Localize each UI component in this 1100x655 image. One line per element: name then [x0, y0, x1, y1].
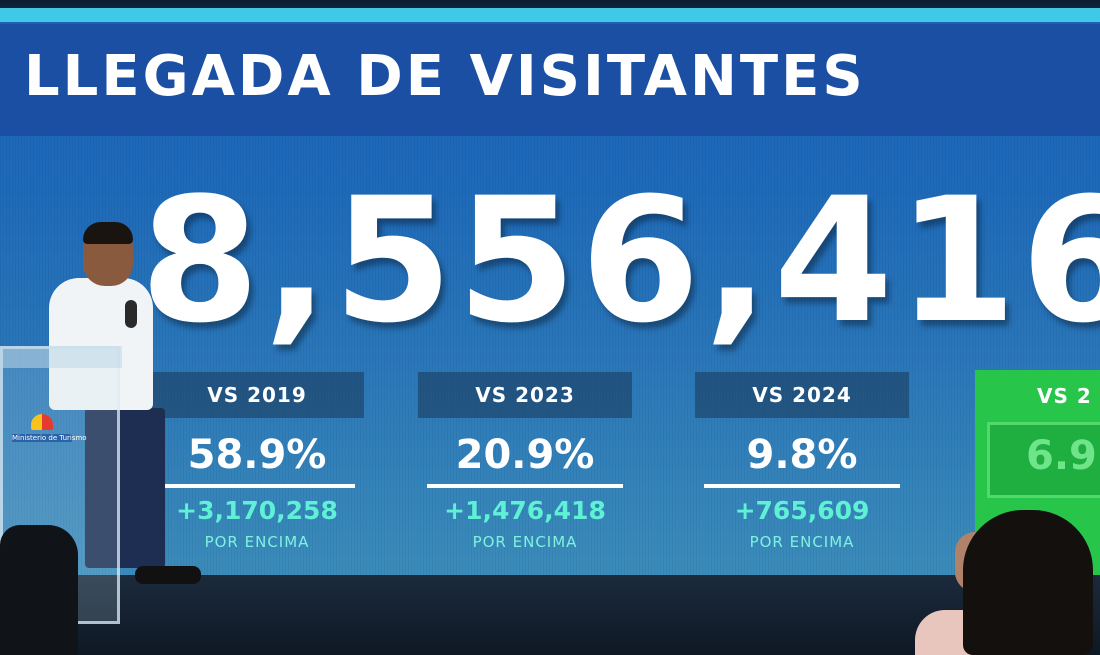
microphone-icon [125, 300, 137, 328]
comparison-note: POR ENCIMA [472, 533, 578, 551]
comparison-percent: 9.8% [746, 432, 858, 478]
comparison-difference: +1,476,418 [444, 496, 606, 525]
comparison-label: VS 2024 [695, 372, 909, 418]
logo-icon [31, 414, 53, 430]
ministry-logo: Ministerio de Turismo [12, 414, 87, 444]
audience-hair [963, 510, 1093, 655]
comparison-label: VS 2019 [150, 372, 364, 418]
speaker-pants [85, 408, 165, 568]
audience-member-right [915, 510, 1100, 655]
comparison-percent: 58.9% [187, 432, 327, 478]
comparison-divider [159, 484, 355, 488]
comparison-percent: 6.9 [1026, 433, 1097, 479]
comparison-label: VS 2023 [418, 372, 632, 418]
comparison-card-2024: VS 2024 9.8% +765,609 POR ENCIMA [695, 372, 909, 572]
speaker [45, 222, 210, 592]
speaker-shirt [49, 278, 153, 410]
comparison-percent: 20.9% [455, 432, 595, 478]
comparison-label: VS 2 [1037, 384, 1092, 408]
speaker-hair [83, 222, 133, 244]
screen-title: LLEGADA DE VISITANTES [24, 44, 866, 109]
comparison-card-2023: VS 2023 20.9% +1,476,418 POR ENCIMA [418, 372, 632, 572]
comparison-divider [427, 484, 623, 488]
speaker-shoe [135, 566, 201, 584]
comparison-difference: +3,170,258 [176, 496, 338, 525]
comparison-percent-box: 6.9 [987, 422, 1100, 498]
comparison-note: POR ENCIMA [749, 533, 855, 551]
comparison-divider [704, 484, 900, 488]
logo-text: Ministerio de Turismo [12, 434, 87, 442]
audience-member-left [0, 525, 78, 655]
podium-top [0, 346, 122, 368]
comparison-note: POR ENCIMA [204, 533, 310, 551]
comparison-difference: +765,609 [734, 496, 870, 525]
total-visitors-number: 8,556,416 [140, 160, 1100, 361]
title-band [0, 24, 1100, 136]
comparison-card-2019: VS 2019 58.9% +3,170,258 POR ENCIMA [150, 372, 364, 572]
